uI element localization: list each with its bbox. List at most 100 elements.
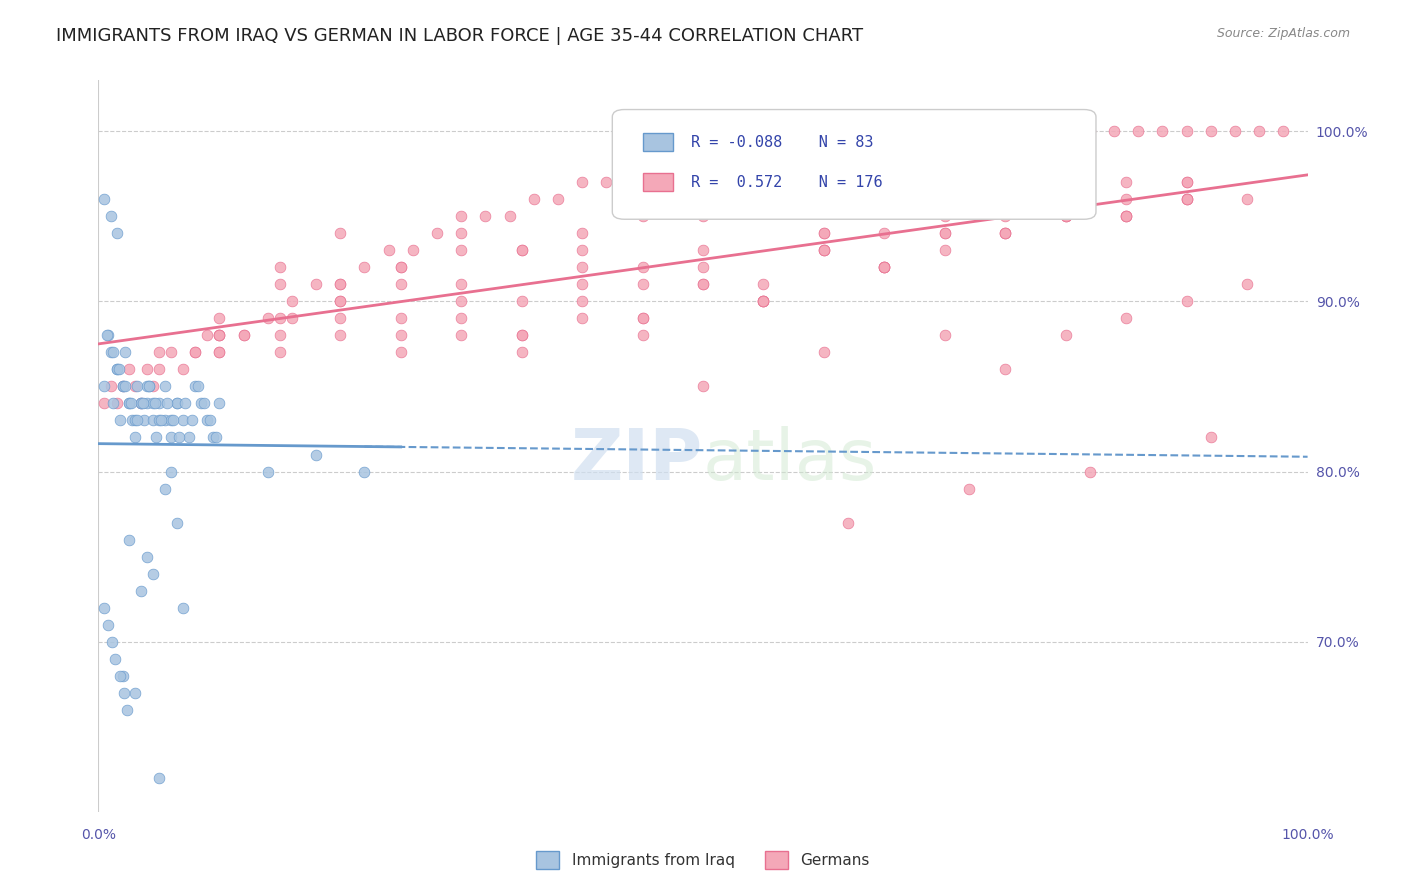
- Point: [160, 465, 183, 479]
- Point: [269, 277, 291, 292]
- Point: [256, 465, 278, 479]
- Point: [752, 294, 775, 309]
- Point: [135, 549, 157, 564]
- Point: [169, 430, 191, 444]
- Point: [813, 345, 835, 359]
- Point: [134, 413, 156, 427]
- Point: [108, 668, 131, 682]
- Point: [1199, 430, 1222, 444]
- Point: [101, 396, 124, 410]
- Point: [1236, 192, 1258, 206]
- Text: Source: ZipAtlas.com: Source: ZipAtlas.com: [1216, 27, 1350, 40]
- Point: [389, 328, 412, 343]
- Point: [124, 430, 146, 444]
- Point: [668, 158, 690, 172]
- Point: [108, 413, 131, 427]
- Point: [124, 379, 146, 393]
- Point: [934, 227, 956, 241]
- Point: [994, 227, 1017, 241]
- Point: [571, 244, 593, 258]
- Point: [1007, 124, 1029, 138]
- Point: [256, 311, 278, 326]
- Point: [740, 141, 762, 155]
- Point: [1128, 124, 1150, 138]
- Point: [96, 328, 118, 343]
- Point: [329, 277, 352, 292]
- Point: [93, 192, 115, 206]
- Point: [631, 328, 654, 343]
- Point: [934, 210, 956, 224]
- Point: [187, 379, 209, 393]
- Point: [195, 328, 218, 343]
- Point: [765, 141, 787, 155]
- Text: R =  0.572    N = 176: R = 0.572 N = 176: [690, 175, 883, 190]
- Point: [547, 192, 569, 206]
- Point: [873, 260, 896, 275]
- Point: [93, 379, 115, 393]
- Point: [127, 413, 149, 427]
- Point: [160, 413, 183, 427]
- Text: IMMIGRANTS FROM IRAQ VS GERMAN IN LABOR FORCE | AGE 35-44 CORRELATION CHART: IMMIGRANTS FROM IRAQ VS GERMAN IN LABOR …: [56, 27, 863, 45]
- Point: [1115, 210, 1137, 224]
- Point: [117, 703, 139, 717]
- Point: [994, 227, 1017, 241]
- Point: [1054, 175, 1077, 189]
- Point: [813, 141, 835, 155]
- Point: [269, 311, 291, 326]
- Point: [329, 277, 352, 292]
- Point: [148, 345, 170, 359]
- Point: [1175, 175, 1198, 189]
- Point: [208, 328, 231, 343]
- Point: [510, 328, 533, 343]
- Point: [571, 175, 593, 189]
- Point: [208, 345, 231, 359]
- Point: [305, 448, 328, 462]
- Point: [1102, 124, 1125, 138]
- Point: [118, 396, 141, 410]
- Point: [150, 413, 173, 427]
- Point: [305, 277, 328, 292]
- Point: [813, 244, 835, 258]
- Point: [1115, 210, 1137, 224]
- Point: [329, 227, 352, 241]
- Point: [886, 124, 908, 138]
- Point: [631, 311, 654, 326]
- Point: [510, 328, 533, 343]
- Point: [994, 227, 1017, 241]
- Point: [1031, 124, 1053, 138]
- Point: [208, 311, 231, 326]
- Point: [389, 260, 412, 275]
- Point: [100, 345, 122, 359]
- Point: [1054, 210, 1077, 224]
- Point: [510, 345, 533, 359]
- Point: [232, 328, 254, 343]
- Point: [111, 668, 134, 682]
- Point: [269, 260, 291, 275]
- Point: [195, 413, 218, 427]
- Point: [118, 362, 141, 376]
- Point: [184, 345, 207, 359]
- Point: [1054, 210, 1077, 224]
- Point: [1175, 192, 1198, 206]
- Point: [148, 771, 170, 785]
- Point: [105, 396, 128, 410]
- Point: [129, 583, 152, 598]
- Point: [127, 379, 149, 393]
- Point: [145, 430, 167, 444]
- Point: [114, 345, 136, 359]
- Point: [752, 294, 775, 309]
- Bar: [643, 173, 673, 192]
- Point: [1078, 465, 1101, 479]
- Point: [208, 345, 231, 359]
- Point: [1115, 210, 1137, 224]
- Point: [129, 396, 152, 410]
- Point: [105, 227, 128, 241]
- Point: [692, 244, 714, 258]
- Point: [121, 413, 143, 427]
- Point: [873, 260, 896, 275]
- Point: [101, 345, 124, 359]
- Point: [156, 396, 179, 410]
- Point: [281, 311, 304, 326]
- Point: [135, 396, 157, 410]
- Point: [132, 396, 155, 410]
